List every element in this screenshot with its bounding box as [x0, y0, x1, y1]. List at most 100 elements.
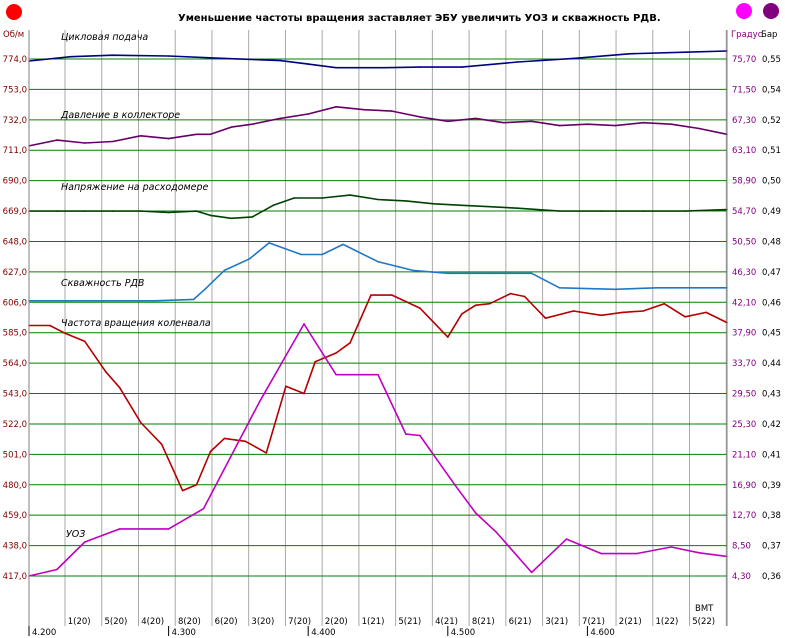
series-point-2	[558, 124, 561, 127]
x-top-tick-label: 1(22)	[656, 617, 679, 627]
series-point-5	[63, 331, 65, 334]
left-tick-label: 690,0	[3, 177, 27, 187]
series-point-6	[600, 552, 603, 555]
series-point-1	[223, 57, 226, 60]
left-tick-label: 585,0	[3, 329, 27, 339]
series-point-6	[258, 401, 261, 404]
series-point-6	[84, 541, 86, 543]
series-point-2	[56, 139, 58, 141]
indicator-right-magenta-circle[interactable]	[736, 3, 752, 19]
series-point-6	[405, 433, 407, 435]
series-point-6	[202, 507, 205, 510]
right-tick-label-bar: 0,36	[762, 572, 781, 582]
series-point-5	[488, 302, 491, 305]
series-point-4	[509, 272, 512, 275]
series-point-5	[461, 313, 463, 315]
series-point-4	[300, 253, 303, 256]
series-point-6	[495, 531, 498, 534]
series-point-6	[530, 571, 533, 574]
left-tick-label: 459,0	[3, 511, 27, 521]
series-layer	[28, 50, 728, 577]
right-tick-label-degree: 75,70	[732, 55, 756, 65]
series-point-2	[307, 113, 310, 115]
series-point-3	[112, 210, 114, 212]
indicator-left-circle[interactable]	[6, 4, 22, 20]
series-point-2	[391, 110, 393, 112]
series-point-5	[265, 452, 268, 454]
x-top-tick-label: 5(21)	[398, 617, 421, 627]
series-label-4: Скважность РДВ	[61, 278, 144, 289]
right-tick-label-bar: 0,44	[762, 359, 781, 369]
series-point-1	[112, 54, 114, 56]
series-point-2	[614, 124, 617, 127]
x-top-tick-label: 8(20)	[178, 617, 201, 627]
series-point-5	[314, 360, 317, 363]
right-tick-label-degree: 71,50	[732, 85, 756, 95]
x-top-tick-label: 2(21)	[619, 617, 642, 627]
series-point-4	[192, 298, 195, 301]
series-point-2	[642, 121, 644, 124]
series-point-4	[321, 253, 324, 256]
series-point-2	[530, 120, 533, 123]
series-point-6	[565, 538, 568, 540]
series-point-3	[56, 210, 58, 212]
x-top-tick-label: 5(20)	[104, 617, 127, 627]
series-point-4	[656, 287, 658, 289]
indicator-right-purple-circle[interactable]	[763, 3, 779, 19]
series-point-2	[112, 140, 114, 143]
x-top-tick-label: 4(21)	[435, 617, 458, 627]
series-point-3	[488, 205, 491, 208]
series-point-2	[335, 106, 337, 108]
series-point-5	[223, 437, 226, 440]
series-point-2	[230, 126, 233, 128]
series-point-2	[167, 137, 170, 140]
series-point-5	[195, 484, 198, 486]
series-point-3	[251, 216, 254, 218]
left-tick-label: 522,0	[3, 420, 27, 430]
right-tick-label-degree: 67,30	[732, 116, 756, 126]
right-tick-label-degree: 58,90	[732, 177, 756, 187]
right-tick-label-bar: 0,45	[762, 329, 781, 339]
x-bottom-tick-label: 4.400	[311, 628, 335, 638]
right-tick-label-bar: 0,43	[762, 390, 781, 400]
right-axis-unit-bar: Бар	[761, 30, 777, 40]
series-point-6	[118, 528, 121, 530]
series-point-3	[461, 204, 463, 207]
series-point-6	[377, 373, 379, 376]
series-point-1	[70, 55, 72, 58]
right-tick-label-degree: 54,70	[732, 207, 756, 217]
series-point-5	[621, 311, 624, 314]
series-point-2	[419, 116, 421, 118]
right-tick-label-bar: 0,50	[762, 177, 781, 187]
series-point-1	[572, 57, 575, 60]
right-tick-label-bar: 0,55	[762, 55, 781, 65]
series-point-4	[248, 258, 251, 260]
series-point-3	[642, 210, 644, 212]
x-top-tick-label: 1(20)	[68, 617, 91, 627]
series-point-1	[307, 63, 310, 65]
left-tick-label: 732,0	[3, 116, 27, 126]
series-label-6: УОЗ	[66, 529, 85, 540]
x-bottom-tick-label: 4.200	[32, 628, 56, 638]
series-point-4	[153, 300, 156, 302]
right-tick-label-bar: 0,48	[762, 237, 781, 247]
series-point-4	[530, 272, 533, 275]
series-point-1	[335, 66, 337, 69]
series-point-3	[349, 194, 351, 196]
x-top-tick-label: 2(20)	[325, 617, 348, 627]
right-tick-label-bar: 0,41	[762, 450, 781, 460]
right-tick-label-bar: 0,49	[762, 207, 781, 217]
series-point-1	[684, 51, 686, 53]
chart-title: Уменьшение частоты вращения заставляет Э…	[178, 13, 661, 24]
series-point-5	[118, 386, 121, 389]
left-tick-label: 648,0	[3, 237, 27, 247]
right-tick-label-bar: 0,54	[762, 85, 781, 95]
series-point-5	[49, 324, 51, 327]
series-point-2	[447, 120, 449, 123]
right-tick-label-degree: 29,50	[732, 390, 756, 400]
series-label-3: Напряжение на расходомере	[61, 182, 209, 193]
series-label-2: Давление в коллекторе	[60, 110, 180, 121]
series-point-3	[600, 210, 603, 212]
series-point-3	[293, 197, 296, 199]
